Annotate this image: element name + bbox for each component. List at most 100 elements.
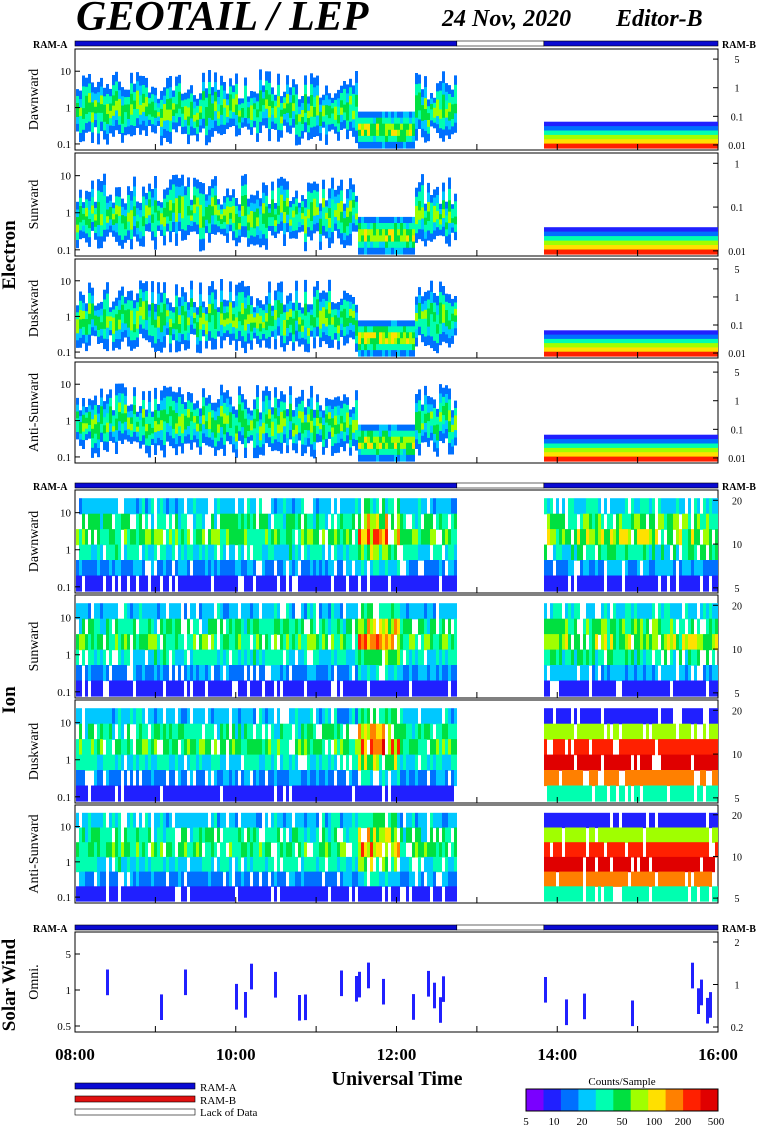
- colorbar-tick: 500: [708, 1116, 725, 1128]
- electron-panel-anti-sunward-left-tick: 0.1: [57, 452, 71, 464]
- editor-label: Editor-B: [615, 6, 703, 32]
- ion-ram-b-label: RAM-B: [722, 482, 756, 493]
- spectrogram-electron-0: [76, 69, 718, 149]
- electron-panel-sunward-left-tick: 0.1: [57, 245, 71, 257]
- solar-wind-ram-b-label: RAM-B: [722, 924, 756, 935]
- colorbar-segment: [630, 1089, 649, 1111]
- electron-panel-anti-sunward-left-tick: 10: [60, 379, 72, 391]
- ion-ram-segment: [543, 482, 719, 489]
- colorbar-segment: [648, 1089, 667, 1111]
- ion-panel-sunward-right-tick: 5: [735, 689, 740, 700]
- electron-ram-segment: [74, 40, 458, 47]
- x-axis-label: Universal Time: [332, 1068, 463, 1090]
- ion-panel-dawnward-right-tick: 10: [732, 540, 742, 551]
- electron-panel-sunward-right-tick: 0.01: [728, 247, 746, 258]
- electron-panel-anti-sunward-right-tick: 0.01: [728, 454, 746, 465]
- ion-panel-duskward-left-tick: 10: [60, 718, 72, 730]
- electron-panel-duskward-left-tick: 0.1: [57, 347, 71, 359]
- ion-panel-dawnward-left-tick: 0.1: [57, 582, 71, 594]
- ion-panel-dawnward-left-tick: 1: [66, 545, 72, 557]
- colorbar-title: Counts/Sample: [588, 1076, 655, 1088]
- solar-wind-panel-omni.-right-tick: 0.2: [731, 1023, 744, 1034]
- colorbar-frame: [525, 1088, 719, 1112]
- solar-wind-ram-a-label: RAM-A: [33, 924, 68, 935]
- electron-panel-dawnward-left-tick: 0.1: [57, 139, 71, 151]
- ion-panel-anti-sunward-right-tick: 10: [732, 852, 742, 863]
- ion-panel-dawnward-right-tick: 20: [732, 496, 742, 507]
- electron-panel-sunward-left-tick: 1: [66, 208, 72, 220]
- spectrogram-electron-2: [76, 279, 718, 357]
- solar-wind-group-label: Solar Wind: [0, 938, 20, 1031]
- x-tick-label: 14:00: [537, 1045, 577, 1064]
- ion-group-label: Ion: [0, 686, 20, 714]
- electron-panel-dawnward-right-tick: 5: [735, 55, 740, 66]
- electron-panel-duskward-left-tick: 1: [66, 311, 72, 323]
- ion-panel-duskward-left-tick: 1: [66, 755, 72, 767]
- ion-panel-anti-sunward-right-tick: 5: [735, 894, 740, 905]
- ion-panel-sunward-left-tick: 0.1: [57, 687, 71, 699]
- electron-group-label: Electron: [0, 220, 20, 290]
- ion-panel-sunward-label: Sunward: [27, 622, 42, 672]
- electron-panel-duskward-right-tick: 1: [735, 293, 740, 304]
- electron-panel-dawnward-right-tick: 0.01: [728, 141, 746, 152]
- legend-lack-label: Lack of Data: [200, 1107, 258, 1119]
- electron-panel-anti-sunward-right-tick: 5: [735, 368, 740, 379]
- ion-panel-dawnward-right-tick: 5: [735, 584, 740, 595]
- ion-panel-duskward-left-tick: 0.1: [57, 792, 71, 804]
- electron-panel-dawnward-left-tick: 10: [60, 66, 72, 78]
- solar-wind-panel-omni.-left-tick: 0.5: [57, 1021, 71, 1033]
- colorbar-segment: [613, 1089, 632, 1111]
- spectrogram-electron-1: [76, 173, 718, 255]
- legend-ram-a-swatch: [74, 1082, 196, 1090]
- colorbar-segment: [683, 1089, 702, 1111]
- spectrogram-electron-3: [76, 383, 718, 462]
- ion-panel-anti-sunward-label: Anti-Sunward: [27, 814, 42, 893]
- electron-ram-a-label: RAM-A: [33, 40, 68, 51]
- electron-panel-dawnward-right-tick: 0.1: [731, 112, 744, 123]
- colorbar-segment: [526, 1089, 544, 1111]
- solar-wind-ram-segment: [543, 924, 719, 931]
- ion-panel-anti-sunward-right-tick: 20: [732, 811, 742, 822]
- spectrogram-ion-3: [76, 812, 718, 902]
- page-title: GEOTAIL / LEP: [76, 0, 369, 40]
- spectrogram-solar-0: [106, 962, 712, 1027]
- solar-wind-panel-omni.-label: Omni.: [27, 964, 42, 999]
- legend-lack-swatch: [74, 1108, 196, 1116]
- colorbar-tick: 100: [646, 1116, 663, 1128]
- x-tick-label: 10:00: [216, 1045, 256, 1064]
- ion-panel-duskward-right-tick: 10: [732, 750, 742, 761]
- ion-panel-sunward-right-tick: 10: [732, 645, 742, 656]
- ion-panel-anti-sunward-left-tick: 0.1: [57, 892, 71, 904]
- electron-panel-duskward-right-tick: 0.1: [731, 321, 744, 332]
- electron-panel-anti-sunward-label: Anti-Sunward: [27, 373, 42, 452]
- colorbar-segment: [595, 1089, 614, 1111]
- solar-wind-panel-omni.-left-tick: 5: [66, 949, 72, 961]
- colorbar-segment: [560, 1089, 579, 1111]
- colorbar-segment: [665, 1089, 684, 1111]
- colorbar-segment: [578, 1089, 597, 1111]
- electron-ram-segment: [543, 40, 719, 47]
- colorbar-tick: 20: [577, 1116, 589, 1128]
- ion-ram-segment: [74, 482, 458, 489]
- electron-ram-b-label: RAM-B: [722, 40, 756, 51]
- ion-panel-sunward-left-tick: 10: [60, 613, 72, 625]
- electron-panel-duskward-label: Duskward: [27, 280, 42, 338]
- electron-panel-duskward-left-tick: 10: [60, 276, 72, 288]
- solar-wind-ram-segment: [456, 924, 545, 931]
- ion-panel-anti-sunward-left-tick: 10: [60, 822, 72, 834]
- solar-wind-panel-omni.-left-tick: 1: [66, 985, 72, 997]
- legend-ram-b-swatch: [74, 1095, 196, 1103]
- electron-panel-sunward-right-tick: 0.1: [731, 203, 744, 214]
- solar-wind-panel-omni.-frame: [74, 931, 719, 1033]
- x-tick-label: 08:00: [55, 1045, 95, 1064]
- electron-panel-dawnward-right-tick: 1: [735, 84, 740, 95]
- electron-panel-sunward-right-tick: 1: [735, 159, 740, 170]
- ion-panel-duskward-right-tick: 20: [732, 706, 742, 717]
- electron-panel-sunward-left-tick: 10: [60, 171, 72, 183]
- ion-ram-segment: [456, 482, 545, 489]
- electron-panel-anti-sunward-right-tick: 1: [735, 397, 740, 408]
- electron-panel-dawnward-label: Dawnward: [27, 69, 42, 130]
- ion-ram-a-label: RAM-A: [33, 482, 68, 493]
